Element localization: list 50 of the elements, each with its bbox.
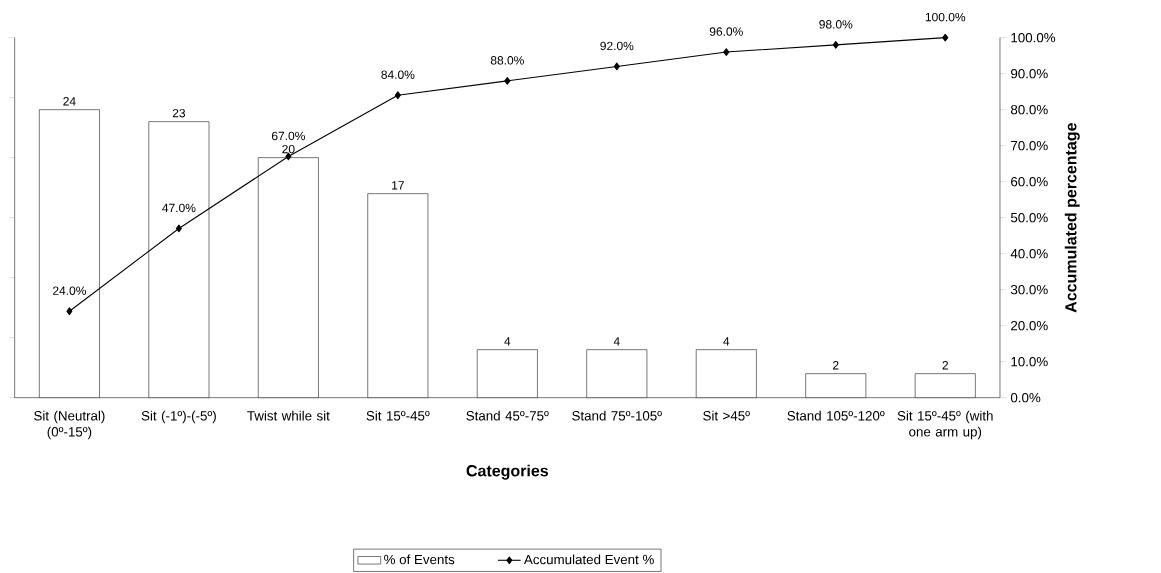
- data-label: 67.0%: [271, 131, 305, 141]
- x-tick-label: Stand 105º-120º: [787, 410, 885, 421]
- data-label: 2: [942, 361, 948, 370]
- data-label: 47.0%: [162, 203, 196, 213]
- data-label: 2: [833, 361, 839, 370]
- legend-label: % of Events: [384, 554, 455, 565]
- x-tick-label: Sit 15º-45º: [366, 410, 430, 421]
- y2-tick-label: 30.0%: [1010, 284, 1048, 295]
- data-label: 17: [392, 181, 404, 190]
- data-label: 92.0%: [600, 41, 634, 51]
- x-tick-label: Sit (-1º)-(-5º): [141, 410, 216, 424]
- data-label: 88.0%: [490, 56, 524, 65]
- y2-axis-title: Accumulated percentage: [1064, 123, 1080, 313]
- data-label: 24.0%: [53, 286, 86, 295]
- point: [832, 40, 839, 49]
- y2-tick-label: 0.0%: [1010, 392, 1041, 403]
- point: [175, 224, 182, 233]
- x-tick-label: Sit 15º-45º (with one arm up): [897, 410, 993, 440]
- y2-tick-label: 90.0%: [1011, 68, 1048, 79]
- y2-tick-label: 80.0%: [1010, 104, 1048, 115]
- point: [613, 62, 620, 71]
- data-label: 96.0%: [709, 27, 743, 36]
- y2-tick-label: 50.0%: [1010, 212, 1048, 223]
- x-tick-label: Sit (Neutral) (0º-15º): [34, 410, 105, 440]
- data-label: 4: [613, 337, 620, 346]
- y2-tick-label: 70.0%: [1011, 140, 1048, 151]
- point: [504, 76, 511, 85]
- data-label: 4: [504, 337, 511, 346]
- point: [394, 91, 401, 100]
- point: [942, 33, 949, 42]
- data-label: 24: [63, 97, 76, 106]
- x-tick-label: Sit >45º: [703, 410, 750, 421]
- x-tick-label: Stand 45º-75º: [466, 410, 549, 421]
- x-axis-title: Categories: [466, 464, 549, 480]
- data-label: 84.0%: [381, 70, 415, 79]
- data-label: 100.0%: [925, 12, 966, 22]
- data-label: 20: [282, 144, 295, 154]
- data-label: 23: [172, 108, 186, 118]
- point: [723, 48, 730, 56]
- legend-label: Accumulated Event %: [523, 554, 654, 565]
- data-label: 98.0%: [819, 20, 853, 29]
- x-tick-label: Twist while sit: [247, 410, 330, 421]
- y2-tick-label: 60.0%: [1011, 176, 1048, 187]
- y2-tick-label: 100.0%: [1011, 32, 1056, 43]
- point: [66, 307, 73, 316]
- y2-tick-label: 10.0%: [1011, 356, 1048, 367]
- y2-tick-label: 40.0%: [1010, 248, 1048, 259]
- x-tick-label: Stand 75º-105º: [572, 410, 662, 421]
- data-label: 4: [723, 337, 730, 346]
- y2-tick-label: 20.0%: [1011, 320, 1048, 331]
